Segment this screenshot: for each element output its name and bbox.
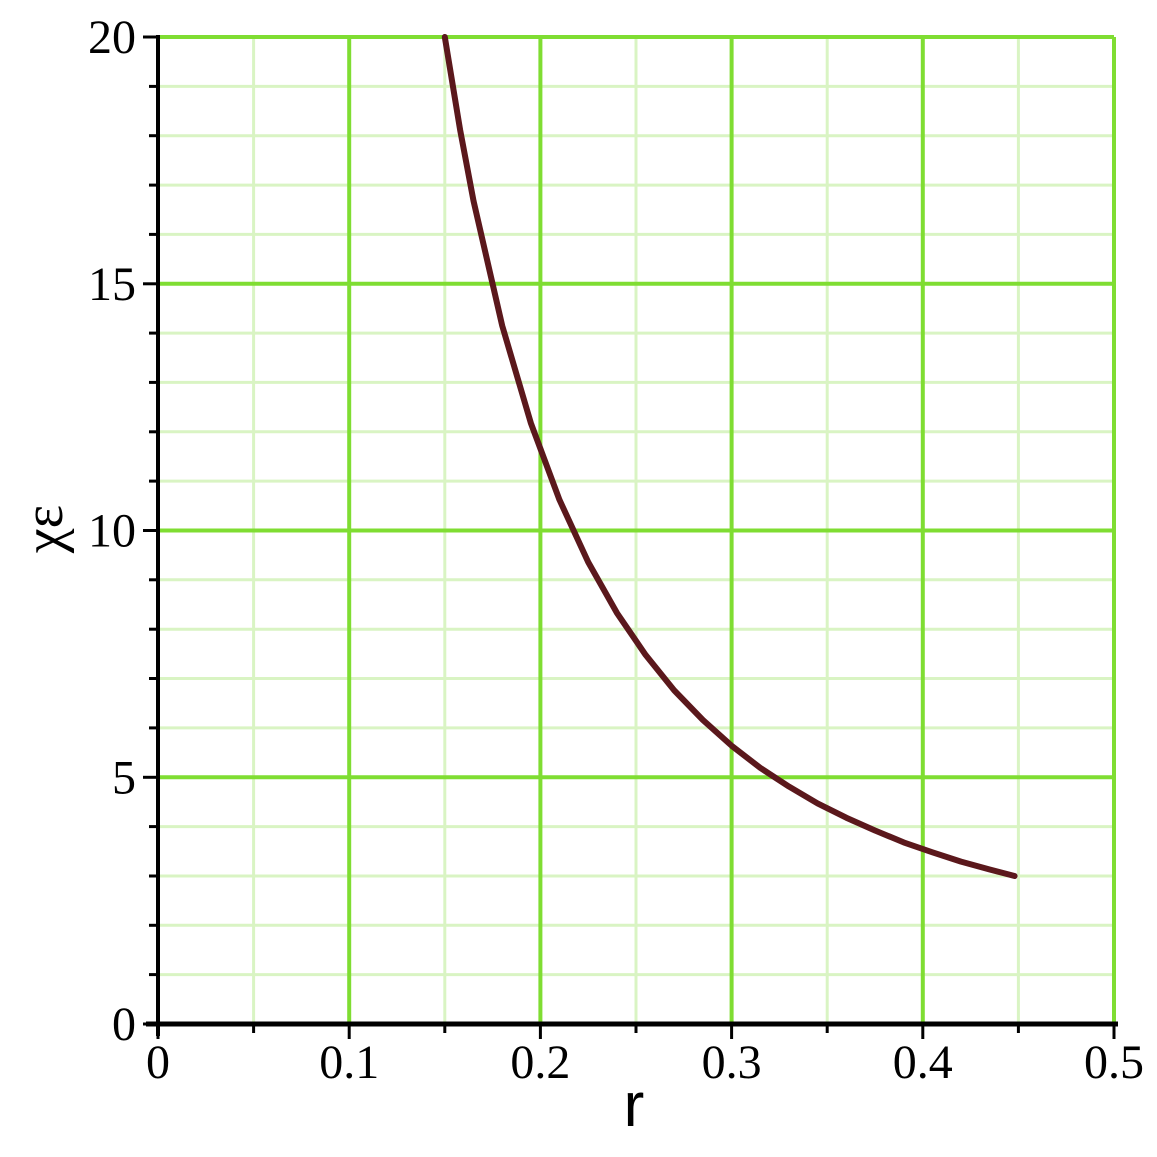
- x-tick-label: 0.3: [702, 1036, 762, 1089]
- series-chi-epsilon-vs-r: [441, 34, 1018, 879]
- x-tick-label: 0.4: [893, 1036, 953, 1089]
- x-tick-label: 0.2: [510, 1036, 570, 1089]
- y-tick-label: 20: [88, 11, 136, 64]
- axis-ticks: [143, 35, 1116, 1039]
- grid-minor: [158, 37, 1114, 1024]
- series-group: [441, 34, 1018, 879]
- y-tick-label: 0: [112, 998, 136, 1051]
- x-tick-label: 0.5: [1084, 1036, 1144, 1089]
- grid-major: [158, 35, 1116, 1024]
- y-tick-label: 5: [112, 751, 136, 804]
- y-tick-label: 10: [88, 505, 136, 558]
- tick-labels: 0 0.1 0.2 0.3 0.4 0.5 0 5 10 15 20: [88, 11, 1144, 1089]
- x-tick-label: 0.1: [319, 1036, 379, 1089]
- x-tick-label: 0: [146, 1036, 170, 1089]
- y-tick-label: 15: [88, 258, 136, 311]
- x-axis-label: r: [623, 1071, 645, 1140]
- y-axis-label: χε: [13, 504, 75, 554]
